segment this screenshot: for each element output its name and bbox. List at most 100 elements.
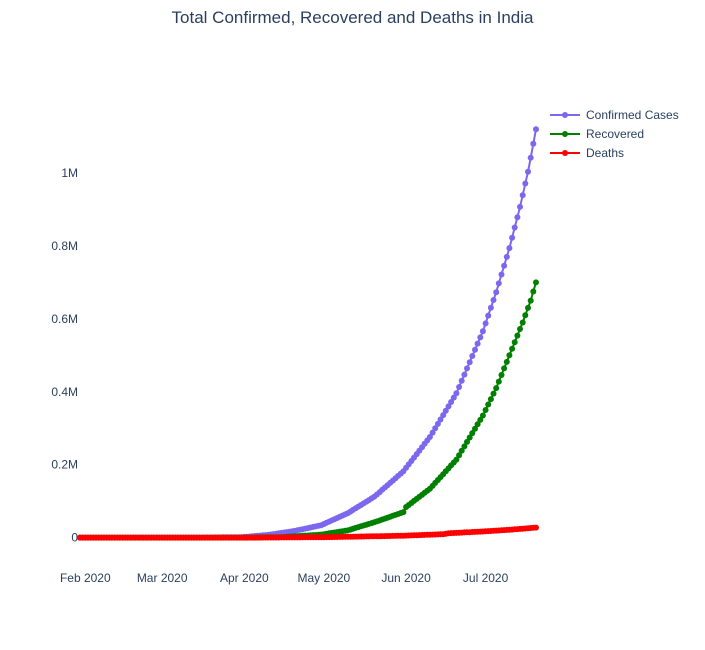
data-point[interactable]	[479, 412, 486, 419]
data-point[interactable]	[445, 403, 452, 410]
legend-item[interactable]: Deaths	[548, 143, 679, 162]
data-point[interactable]	[472, 346, 478, 353]
data-point[interactable]	[517, 203, 523, 210]
data-point[interactable]	[477, 416, 484, 423]
data-point[interactable]	[522, 312, 529, 319]
x-tick-label: Jun 2020	[381, 571, 431, 585]
y-tick-label: 1M	[61, 166, 78, 180]
data-point[interactable]	[450, 394, 457, 401]
data-point[interactable]	[533, 126, 539, 133]
series-recovered[interactable]	[77, 279, 539, 541]
chart-title: Total Confirmed, Recovered and Deaths in…	[171, 8, 534, 27]
data-point[interactable]	[506, 352, 513, 359]
data-point[interactable]	[434, 420, 441, 427]
data-point[interactable]	[432, 425, 439, 432]
data-point[interactable]	[487, 304, 494, 311]
data-point[interactable]	[533, 279, 539, 286]
data-point[interactable]	[493, 289, 500, 296]
data-point[interactable]	[437, 416, 444, 423]
data-point[interactable]	[501, 365, 508, 372]
data-point[interactable]	[519, 192, 526, 199]
data-point[interactable]	[466, 359, 473, 366]
data-point[interactable]	[487, 396, 494, 403]
legend-item[interactable]: Recovered	[548, 124, 679, 143]
data-point[interactable]	[466, 434, 473, 441]
data-point[interactable]	[474, 421, 481, 428]
data-point[interactable]	[482, 407, 489, 413]
data-point[interactable]	[498, 372, 505, 378]
data-point[interactable]	[453, 390, 460, 397]
data-point[interactable]	[472, 425, 478, 432]
data-point[interactable]	[495, 280, 502, 287]
data-point[interactable]	[461, 371, 468, 378]
data-point[interactable]	[426, 434, 433, 440]
legend[interactable]: Confirmed Cases Recovered Deaths	[548, 105, 679, 162]
data-point[interactable]	[527, 154, 534, 161]
x-tick-label: Jul 2020	[463, 571, 509, 585]
data-point[interactable]	[490, 297, 497, 303]
legend-swatch	[550, 111, 580, 118]
x-axis-ticks: Feb 2020 Mar 2020 Apr 2020 May 2020 Jun 2020…	[60, 571, 509, 585]
series-line	[80, 282, 537, 539]
data-point[interactable]	[448, 399, 455, 405]
data-point[interactable]	[442, 407, 449, 414]
data-point[interactable]	[514, 332, 521, 339]
data-point[interactable]	[440, 412, 447, 419]
data-point[interactable]	[429, 429, 436, 436]
data-point[interactable]	[461, 443, 468, 450]
data-point[interactable]	[522, 180, 529, 187]
data-point[interactable]	[514, 214, 521, 221]
x-tick-label: Apr 2020	[220, 571, 269, 585]
data-point[interactable]	[464, 438, 470, 445]
data-point[interactable]	[509, 345, 516, 352]
data-point[interactable]	[469, 353, 476, 359]
data-point[interactable]	[493, 385, 500, 392]
data-point[interactable]	[485, 312, 492, 319]
data-point[interactable]	[509, 234, 516, 241]
data-point[interactable]	[482, 320, 489, 327]
data-point[interactable]	[464, 365, 470, 372]
series-line	[80, 129, 537, 539]
data-point[interactable]	[400, 509, 407, 516]
data-point[interactable]	[458, 447, 465, 454]
y-axis-ticks: 0 0.2M 0.4M 0.6M 0.8M 1M	[51, 166, 78, 545]
data-point[interactable]	[530, 140, 537, 147]
x-tick-label: Feb 2020	[60, 571, 111, 585]
data-point[interactable]	[479, 328, 486, 335]
legend-label: Deaths	[586, 145, 625, 160]
y-tick-label: 0.2M	[51, 458, 78, 472]
data-point[interactable]	[519, 319, 526, 326]
data-point[interactable]	[525, 168, 531, 175]
data-point[interactable]	[474, 340, 481, 347]
data-point[interactable]	[530, 288, 537, 295]
data-point[interactable]	[495, 378, 502, 385]
data-point[interactable]	[456, 384, 463, 390]
data-point[interactable]	[501, 262, 508, 269]
data-point[interactable]	[511, 224, 518, 231]
data-point[interactable]	[503, 358, 510, 365]
data-point[interactable]	[525, 304, 531, 311]
data-point[interactable]	[506, 245, 513, 252]
data-point[interactable]	[498, 271, 505, 278]
series-layer	[77, 126, 539, 541]
series-deaths[interactable]	[77, 524, 539, 541]
x-tick-label: May 2020	[298, 571, 351, 585]
data-point[interactable]	[533, 524, 539, 531]
series-confirmed-cases[interactable]	[77, 126, 539, 541]
legend-item[interactable]: Confirmed Cases	[548, 105, 679, 124]
y-tick-label: 0.6M	[51, 312, 78, 326]
y-tick-label: 0	[71, 531, 78, 545]
data-point[interactable]	[456, 452, 463, 459]
data-point[interactable]	[458, 377, 465, 384]
data-point[interactable]	[469, 430, 476, 437]
data-point[interactable]	[503, 253, 510, 260]
data-point[interactable]	[485, 401, 492, 408]
data-point[interactable]	[490, 390, 497, 397]
data-point[interactable]	[453, 456, 460, 463]
legend-swatch	[550, 149, 580, 156]
data-point[interactable]	[511, 339, 518, 346]
data-point[interactable]	[477, 334, 484, 341]
data-point[interactable]	[527, 297, 534, 304]
data-point[interactable]	[517, 326, 523, 332]
